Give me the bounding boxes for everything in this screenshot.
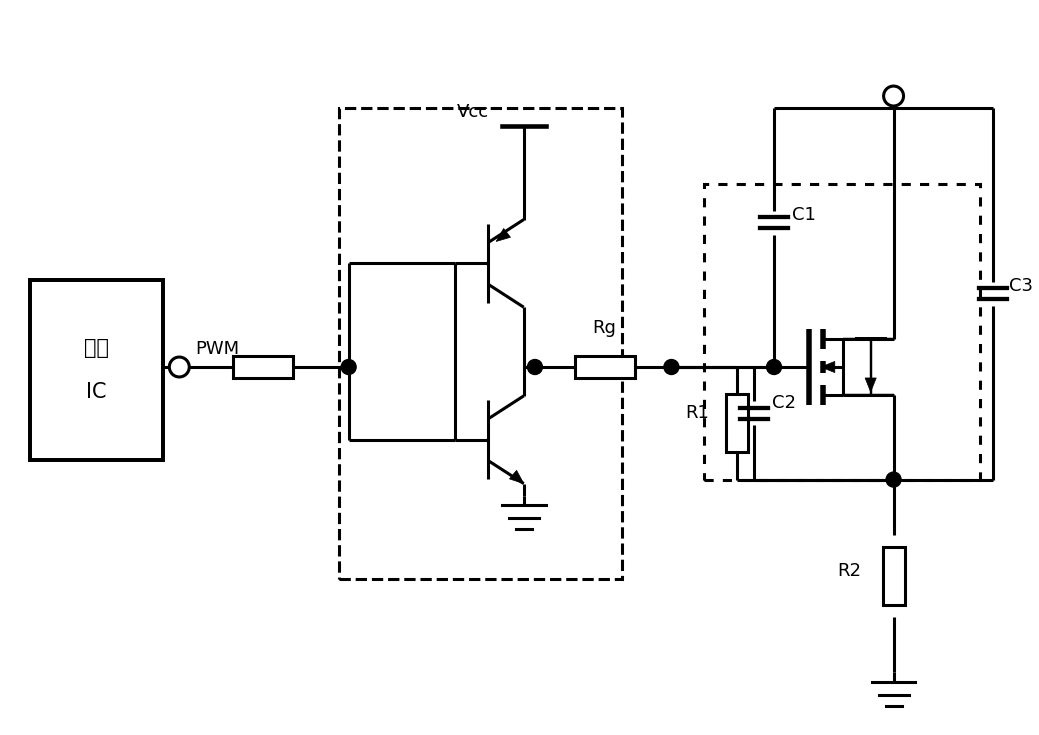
Circle shape (886, 472, 901, 487)
Bar (704, 184, 980, 479)
Text: PWM: PWM (195, 340, 239, 358)
Circle shape (169, 357, 189, 377)
Bar (30, 280, 163, 459)
Bar (726, 395, 748, 452)
Text: Vcc: Vcc (457, 103, 489, 121)
Bar (233, 356, 293, 378)
Circle shape (528, 359, 542, 374)
Bar (882, 547, 905, 605)
Text: R1: R1 (686, 404, 710, 423)
Text: 电源: 电源 (84, 338, 109, 358)
Polygon shape (865, 378, 876, 392)
Bar (575, 356, 635, 378)
Polygon shape (821, 362, 834, 373)
Text: IC: IC (86, 382, 107, 402)
Circle shape (341, 359, 356, 374)
Text: C1: C1 (792, 206, 816, 223)
Text: Rg: Rg (592, 319, 616, 337)
Text: C2: C2 (772, 395, 796, 412)
Polygon shape (509, 470, 524, 484)
Text: R2: R2 (837, 562, 861, 580)
Circle shape (883, 86, 904, 106)
Polygon shape (496, 229, 510, 242)
Circle shape (664, 359, 678, 374)
Circle shape (767, 359, 781, 374)
Bar (339, 108, 621, 579)
Text: C3: C3 (1009, 277, 1033, 295)
